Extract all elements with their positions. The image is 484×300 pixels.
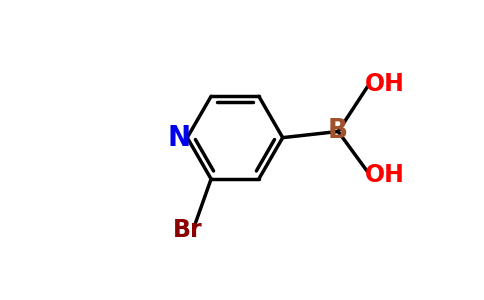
Text: B: B (328, 118, 348, 145)
Text: Br: Br (173, 218, 203, 242)
Text: OH: OH (364, 72, 404, 96)
Text: N: N (168, 124, 191, 152)
Text: OH: OH (364, 163, 404, 187)
